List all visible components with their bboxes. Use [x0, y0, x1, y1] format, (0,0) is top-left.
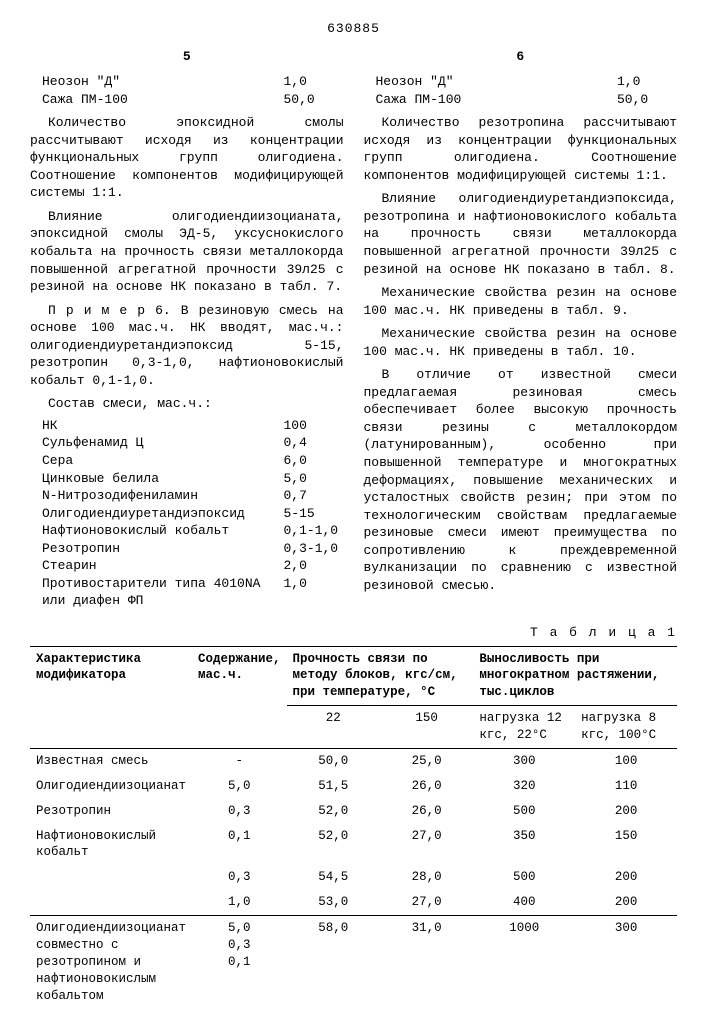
col-header: Характеристика модификатора	[30, 646, 192, 748]
table-label: Т а б л и ц а 1	[30, 624, 677, 642]
data-table-1: Характеристика модификатора Содержание, …	[30, 646, 677, 1009]
col-subheader: 150	[380, 706, 473, 749]
table-row: Известная смесь - 50,0 25,0 300 100	[30, 748, 677, 773]
table-row: 0,3 54,5 28,0 500 200	[30, 865, 677, 890]
two-column-text: 5 Неозон "Д" 1,0 Сажа ПМ-100 50,0 Количе…	[30, 48, 677, 616]
paragraph: Механические свойства резин на основе 10…	[364, 284, 678, 319]
combo-content-cell: 5,0 0,3 0,1	[192, 916, 287, 1009]
paragraph: Состав смеси, мас.ч.:	[30, 395, 344, 413]
table-row: 1,0 53,0 27,0 400 200	[30, 890, 677, 915]
ingredient-row: Неозон "Д" 1,0	[30, 73, 344, 91]
col-subheader: нагрузка 8 кгс, 100°С	[575, 706, 677, 749]
ingredient-name: Неозон "Д"	[30, 73, 284, 91]
paragraph: В отличие от известной смеси предлагаема…	[364, 366, 678, 594]
table-header-row: Характеристика модификатора Содержание, …	[30, 646, 677, 706]
col-subheader: 22	[287, 706, 380, 749]
doc-number: 630885	[30, 20, 677, 38]
paragraph: Влияние олигодиендиизоцианата, эпоксидно…	[30, 208, 344, 296]
table-row: Нафтионовокислый кобальт 0,1 52,0 27,0 3…	[30, 824, 677, 866]
paragraph: Количество эпоксидной смолы рассчитывают…	[30, 114, 344, 202]
paragraph: П р и м е р 6. В резиновую смесь на осно…	[30, 302, 344, 390]
paragraph: Количество резотропина рассчитывают исхо…	[364, 114, 678, 184]
paragraph: Влияние олигодиендиуретандиэпоксида, рез…	[364, 190, 678, 278]
ingredient-name: Неозон "Д"	[364, 73, 618, 91]
right-column: 6 Неозон "Д" 1,0 Сажа ПМ-100 50,0 Количе…	[364, 48, 678, 616]
col-header: Содержание, мас.ч.	[192, 646, 287, 748]
col-header: Прочность связи по методу блоков, кгс/см…	[287, 646, 474, 706]
ingredient-name: Сажа ПМ-100	[364, 91, 618, 109]
col-header: Выносливость при многократном растяжении…	[473, 646, 677, 706]
ingredient-value: 50,0	[284, 91, 344, 109]
composition-list: НК100 Сульфенамид Ц0,4 Сера6,0 Цинковые …	[30, 417, 344, 610]
paragraph: Механические свойства резин на основе 10…	[364, 325, 678, 360]
ingredient-name: Сажа ПМ-100	[30, 91, 284, 109]
table-row: Олигодиендиизоцианат 5,0 51,5 26,0 320 1…	[30, 774, 677, 799]
ingredient-value: 50,0	[617, 91, 677, 109]
table-row: Резотропин 0,3 52,0 26,0 500 200	[30, 799, 677, 824]
page-number-right: 6	[364, 48, 678, 66]
col-subheader: нагрузка 12 кгс, 22°С	[473, 706, 575, 749]
ingredient-value: 1,0	[284, 73, 344, 91]
ingredient-row: Сажа ПМ-100 50,0	[30, 91, 344, 109]
ingredient-row: Сажа ПМ-100 50,0	[364, 91, 678, 109]
left-column: 5 Неозон "Д" 1,0 Сажа ПМ-100 50,0 Количе…	[30, 48, 344, 616]
top-ingredients-left: Неозон "Д" 1,0 Сажа ПМ-100 50,0	[30, 73, 344, 108]
page-number-left: 5	[30, 48, 344, 66]
ingredient-value: 1,0	[617, 73, 677, 91]
ingredient-row: Неозон "Д" 1,0	[364, 73, 678, 91]
table-row-combo: Олигодиендиизоцианат совместно с резотро…	[30, 916, 677, 1009]
top-ingredients-right: Неозон "Д" 1,0 Сажа ПМ-100 50,0	[364, 73, 678, 108]
